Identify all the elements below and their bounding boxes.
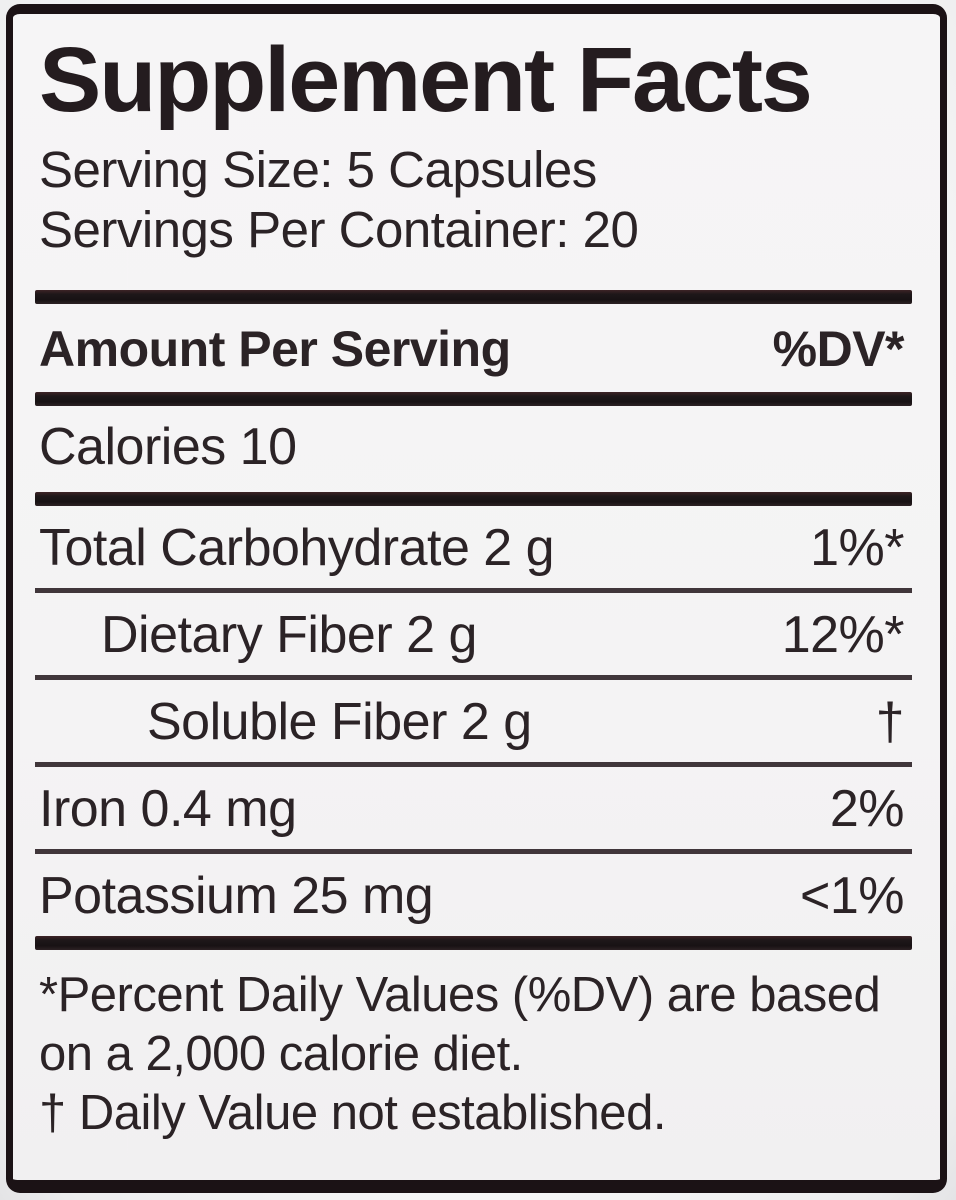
nutrient-dv: <1% [799,867,905,925]
nutrient-row: Total Carbohydrate 2 g 1%* [39,506,910,588]
separator-thin [35,762,912,767]
nutrient-row: Iron 0.4 mg 2% [39,767,910,849]
calories-value: Calories 10 [39,418,297,476]
nutrient-row: Soluble Fiber 2 g † [39,680,910,762]
nutrient-name: Soluble Fiber 2 g [147,693,532,751]
separator-thin [35,849,912,854]
separator-bar-thick [35,936,912,950]
footnote-dagger: † Daily Value not established. [39,1086,666,1140]
servings-per-container: Servings Per Container: 20 [39,201,639,258]
footnotes: *Percent Daily Values (%DV) are based on… [39,966,910,1143]
nutrient-dv: † [875,693,905,751]
calories-row: Calories 10 [39,406,910,492]
label-title: Supplement Facts [39,29,813,131]
nutrient-name: Potassium 25 mg [39,867,434,925]
dv-column-header: %DV* [772,321,905,377]
nutrient-dv: 2% [829,780,905,838]
serving-size: Serving Size: 5 Capsules [39,141,597,198]
serving-info: Serving Size: 5 Capsules Servings Per Co… [39,140,910,260]
nutrient-row: Dietary Fiber 2 g 12%* [39,593,910,675]
separator-bar-thick [35,392,912,406]
amount-per-serving-header: Amount Per Serving [39,321,511,377]
separator-bar-thick [35,290,912,304]
nutrient-dv: 1%* [810,519,904,577]
nutrient-dv: 12%* [781,606,905,664]
separator-bar-thick [35,492,912,506]
nutrient-name: Iron 0.4 mg [39,780,297,838]
nutrient-name: Total Carbohydrate 2 g [39,519,555,577]
nutrient-name: Dietary Fiber 2 g [101,606,477,664]
nutrient-rows: Total Carbohydrate 2 g 1%* Dietary Fiber… [35,506,912,936]
column-header-row: Amount Per Serving %DV* [39,304,910,392]
separator-thin [35,588,912,593]
nutrient-row: Potassium 25 mg <1% [39,854,910,936]
supplement-facts-label: Supplement Facts Serving Size: 5 Capsule… [6,4,947,1193]
separator-thin [35,675,912,680]
footnote-daily-values: *Percent Daily Values (%DV) are based on… [39,968,881,1081]
